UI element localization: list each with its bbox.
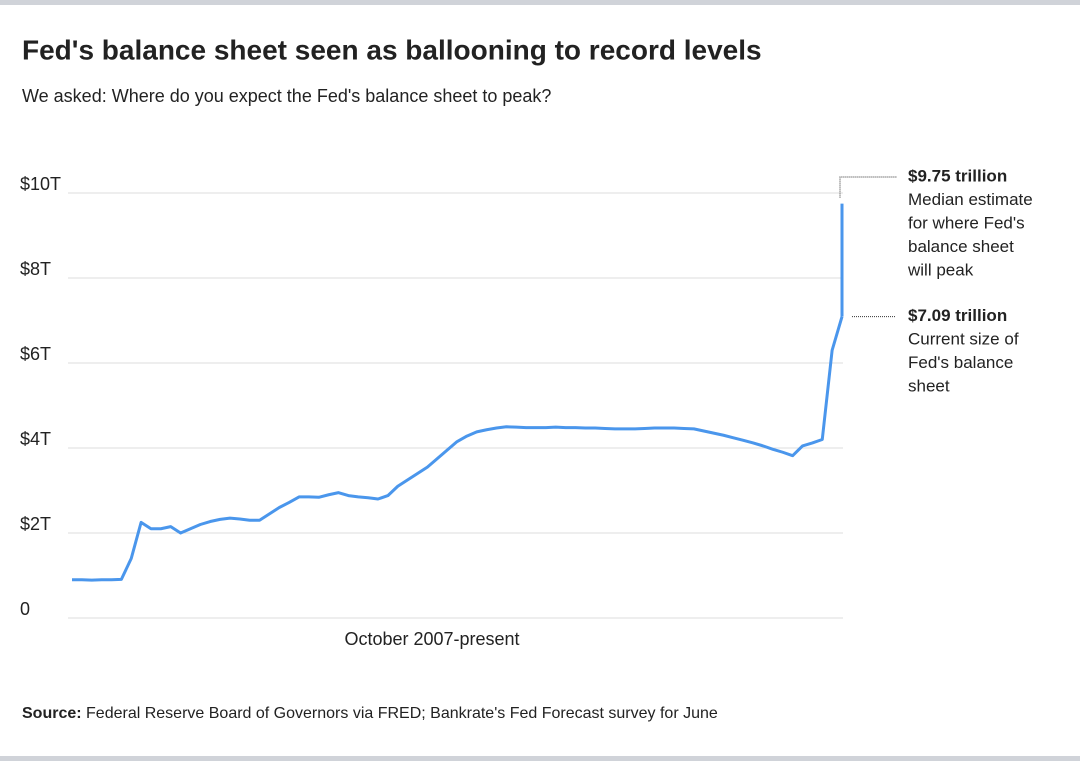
y-tick-label: 0 — [20, 599, 30, 619]
annotation-text: will peak — [907, 260, 974, 279]
annotation-text: balance sheet — [908, 237, 1014, 256]
y-tick-label: $4T — [20, 429, 51, 449]
y-tick-label: $6T — [20, 344, 51, 364]
y-tick-label: $10T — [20, 174, 61, 194]
source-text: Federal Reserve Board of Governors via F… — [86, 705, 718, 722]
chart-subtitle: We asked: Where do you expect the Fed's … — [22, 86, 551, 106]
top-border — [0, 0, 1080, 5]
annotation-label: $9.75 trillion — [908, 166, 1007, 185]
chart-title: Fed's balance sheet seen as ballooning t… — [22, 34, 762, 65]
annotation-text: Fed's balance — [908, 353, 1013, 372]
series-line — [72, 316, 844, 582]
leader-line — [839, 176, 897, 198]
annotation-text: sheet — [908, 377, 950, 396]
x-axis-label: October 2007-present — [344, 629, 519, 649]
source: Source: Federal Reserve Board of Governo… — [22, 705, 718, 722]
annotation-text: Current size of — [908, 330, 1019, 349]
annotation-text: Median estimate — [908, 190, 1033, 209]
bottom-border — [0, 756, 1080, 761]
y-tick-label: $2T — [20, 514, 51, 534]
annotation-text: for where Fed's — [908, 213, 1025, 232]
source-label: Source: — [22, 705, 82, 722]
annotation-label: $7.09 trillion — [908, 306, 1007, 325]
y-tick-label: $8T — [20, 259, 51, 279]
